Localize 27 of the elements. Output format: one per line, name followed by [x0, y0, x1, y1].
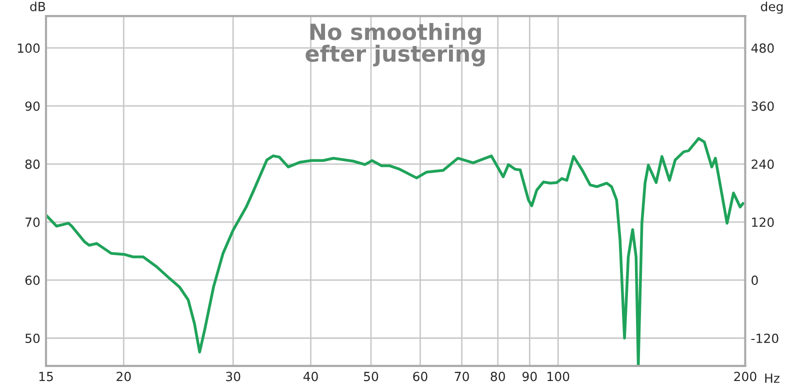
x-tick-label: 50	[364, 372, 378, 382]
y2-tick-label: 0	[752, 276, 758, 286]
x-tick-label: 100	[548, 372, 570, 382]
y2-tick-label: 480	[751, 43, 774, 53]
x-tick-label: 40	[303, 372, 318, 382]
y-tick-label: 90	[25, 101, 40, 111]
annotation: No smoothing efter justering	[306, 23, 485, 66]
x-axis-title: Hz	[765, 374, 780, 383]
y-tick-label: 80	[25, 159, 40, 169]
y-axis-title: dB	[30, 2, 46, 12]
x-tick-label: 60	[413, 372, 428, 382]
y2-tick-label: -120	[751, 334, 778, 344]
y2-tick-label: 240	[752, 159, 774, 169]
y2-tick-label: 120	[752, 218, 774, 227]
x-tick-label: 80	[490, 372, 505, 382]
x-tick-label: 200	[734, 372, 756, 382]
y-tick-label: 60	[25, 276, 40, 286]
y2-tick-label: 360	[752, 101, 774, 111]
y-tick-label: 70	[26, 218, 40, 227]
x-tick-label: 30	[226, 372, 240, 382]
y-tick-label: 100	[18, 43, 40, 53]
y-tick-label: 50	[26, 334, 40, 344]
x-tick-label: 15	[39, 372, 53, 382]
x-tick-label: 20	[116, 372, 131, 382]
x-tick-label: 70	[454, 372, 469, 382]
x-tick-label: 90	[522, 372, 537, 382]
y2-axis-title: deg	[760, 2, 783, 14]
